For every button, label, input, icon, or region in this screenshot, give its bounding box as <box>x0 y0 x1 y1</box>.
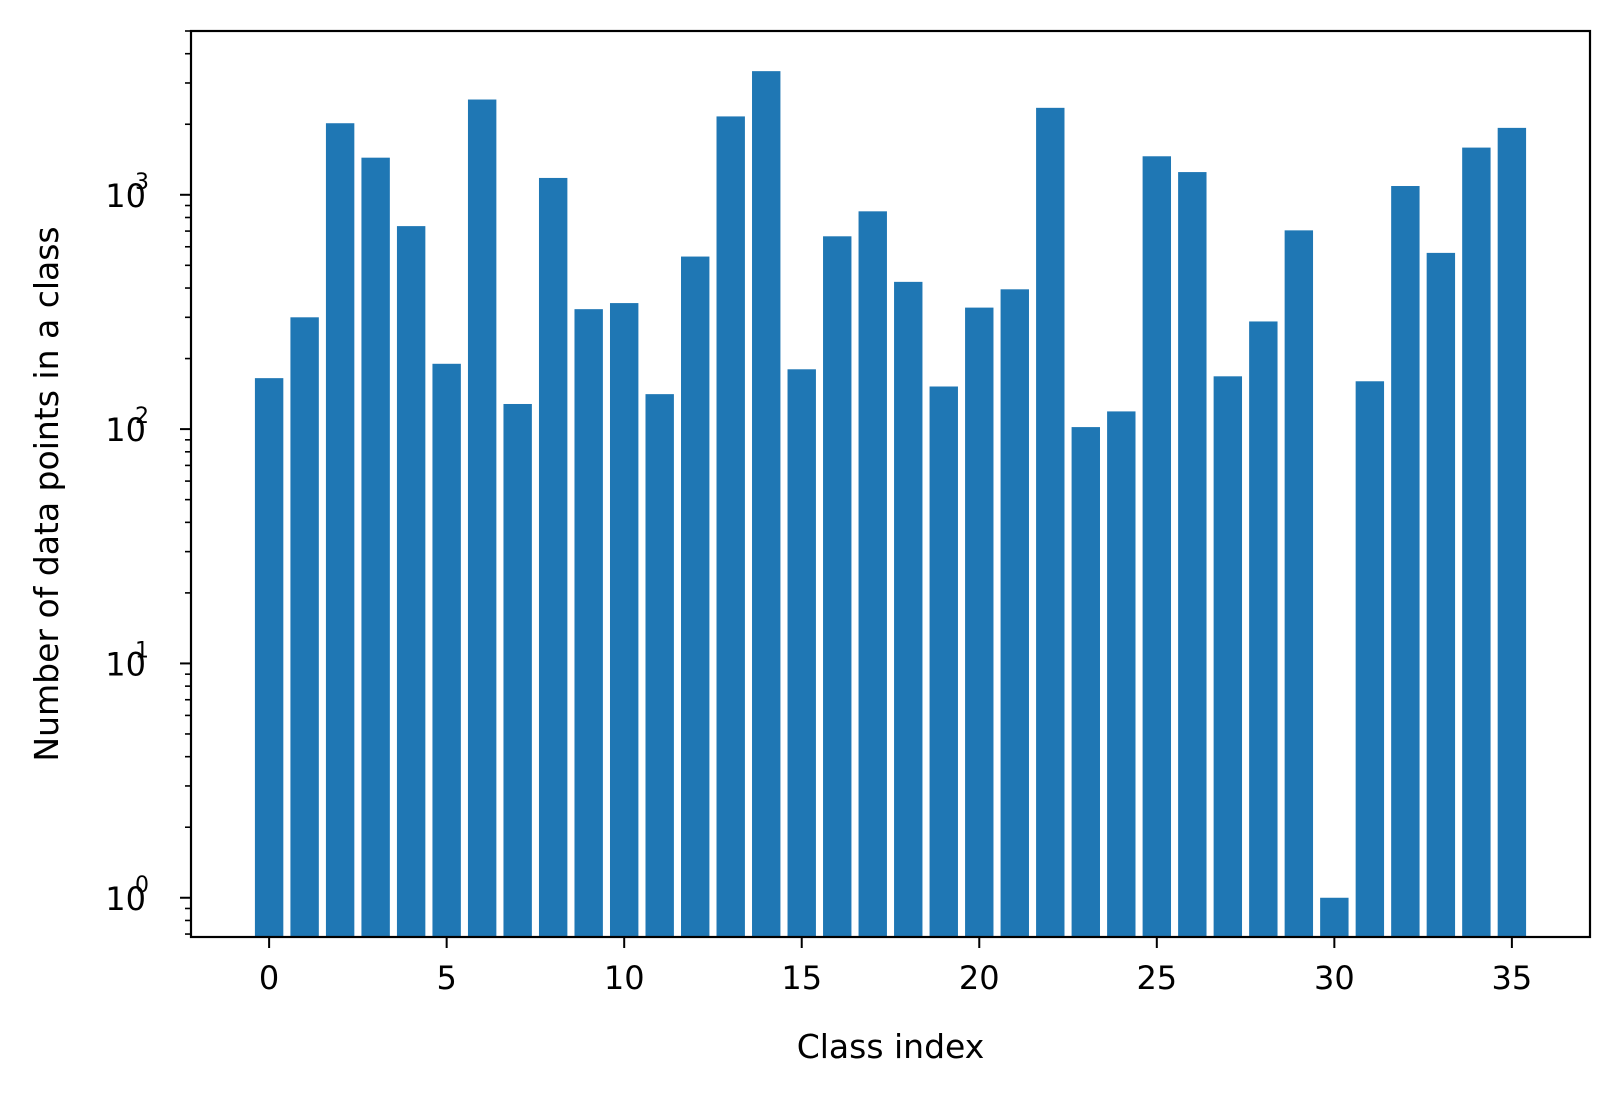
bar-class-14 <box>752 71 781 937</box>
bar-class-0 <box>254 378 284 937</box>
bar-class-5 <box>432 363 461 938</box>
bar-class-13 <box>716 116 745 937</box>
bar-class-29 <box>1284 230 1314 937</box>
y-tick-exponent: 3 <box>135 170 149 195</box>
x-ticks: 0 5 10 15 20 25 30 35 <box>259 937 1532 997</box>
bars-group <box>254 71 1527 938</box>
y-tick-label: 10 <box>105 880 146 918</box>
y-tick-label: 10 <box>105 411 146 449</box>
bar-class-30 <box>1320 897 1349 937</box>
plot-frame <box>189 29 1592 939</box>
bar-class-27 <box>1213 376 1243 937</box>
y-tick-label: 10 <box>105 645 146 683</box>
x-tick-label: 15 <box>781 959 822 997</box>
bar-class-24 <box>1107 411 1136 937</box>
bar-class-4 <box>396 226 426 938</box>
bar-class-19 <box>929 386 958 937</box>
bar-class-23 <box>1071 427 1100 937</box>
x-tick-label: 10 <box>604 959 645 997</box>
bar-class-3 <box>361 157 390 938</box>
bar-class-20 <box>965 307 994 937</box>
bar-class-35 <box>1497 127 1527 938</box>
bar-class-28 <box>1249 321 1278 937</box>
x-tick-label: 25 <box>1136 959 1177 997</box>
bar-class-10 <box>609 303 639 938</box>
y-tick-exponent: 0 <box>135 873 149 898</box>
bar-class-16 <box>823 236 852 938</box>
y-tick-exponent: 2 <box>135 404 149 429</box>
bar-class-15 <box>787 369 816 937</box>
bar-class-22 <box>1036 107 1065 937</box>
x-tick-label: 5 <box>436 959 456 997</box>
bar-class-7 <box>503 403 532 937</box>
bar-class-2 <box>325 123 355 937</box>
bar-class-11 <box>645 394 674 937</box>
x-tick-label: 0 <box>259 959 279 997</box>
bar-class-26 <box>1178 172 1207 937</box>
x-tick-label: 30 <box>1314 959 1355 997</box>
x-axis-label: Class index <box>797 1027 985 1066</box>
bar-class-34 <box>1462 147 1491 938</box>
y-tick-label: 10 <box>105 177 146 215</box>
bar-class-32 <box>1391 186 1420 938</box>
y-axis-label: Number of data points in a class <box>27 226 66 761</box>
bar-class-6 <box>467 99 497 938</box>
bar-class-18 <box>894 281 923 937</box>
bar-class-9 <box>574 309 603 937</box>
bar-class-21 <box>1000 289 1029 937</box>
bar-class-17 <box>858 211 887 937</box>
bar-class-8 <box>538 177 568 937</box>
y-tick-exponent: 1 <box>135 638 149 663</box>
x-tick-label: 20 <box>959 959 1000 997</box>
bar-class-31 <box>1355 381 1385 937</box>
bar-class-12 <box>681 256 710 937</box>
bar-class-1 <box>290 317 319 938</box>
bar-class-25 <box>1142 156 1172 937</box>
bar-class-33 <box>1426 252 1456 937</box>
x-tick-label: 35 <box>1492 959 1533 997</box>
